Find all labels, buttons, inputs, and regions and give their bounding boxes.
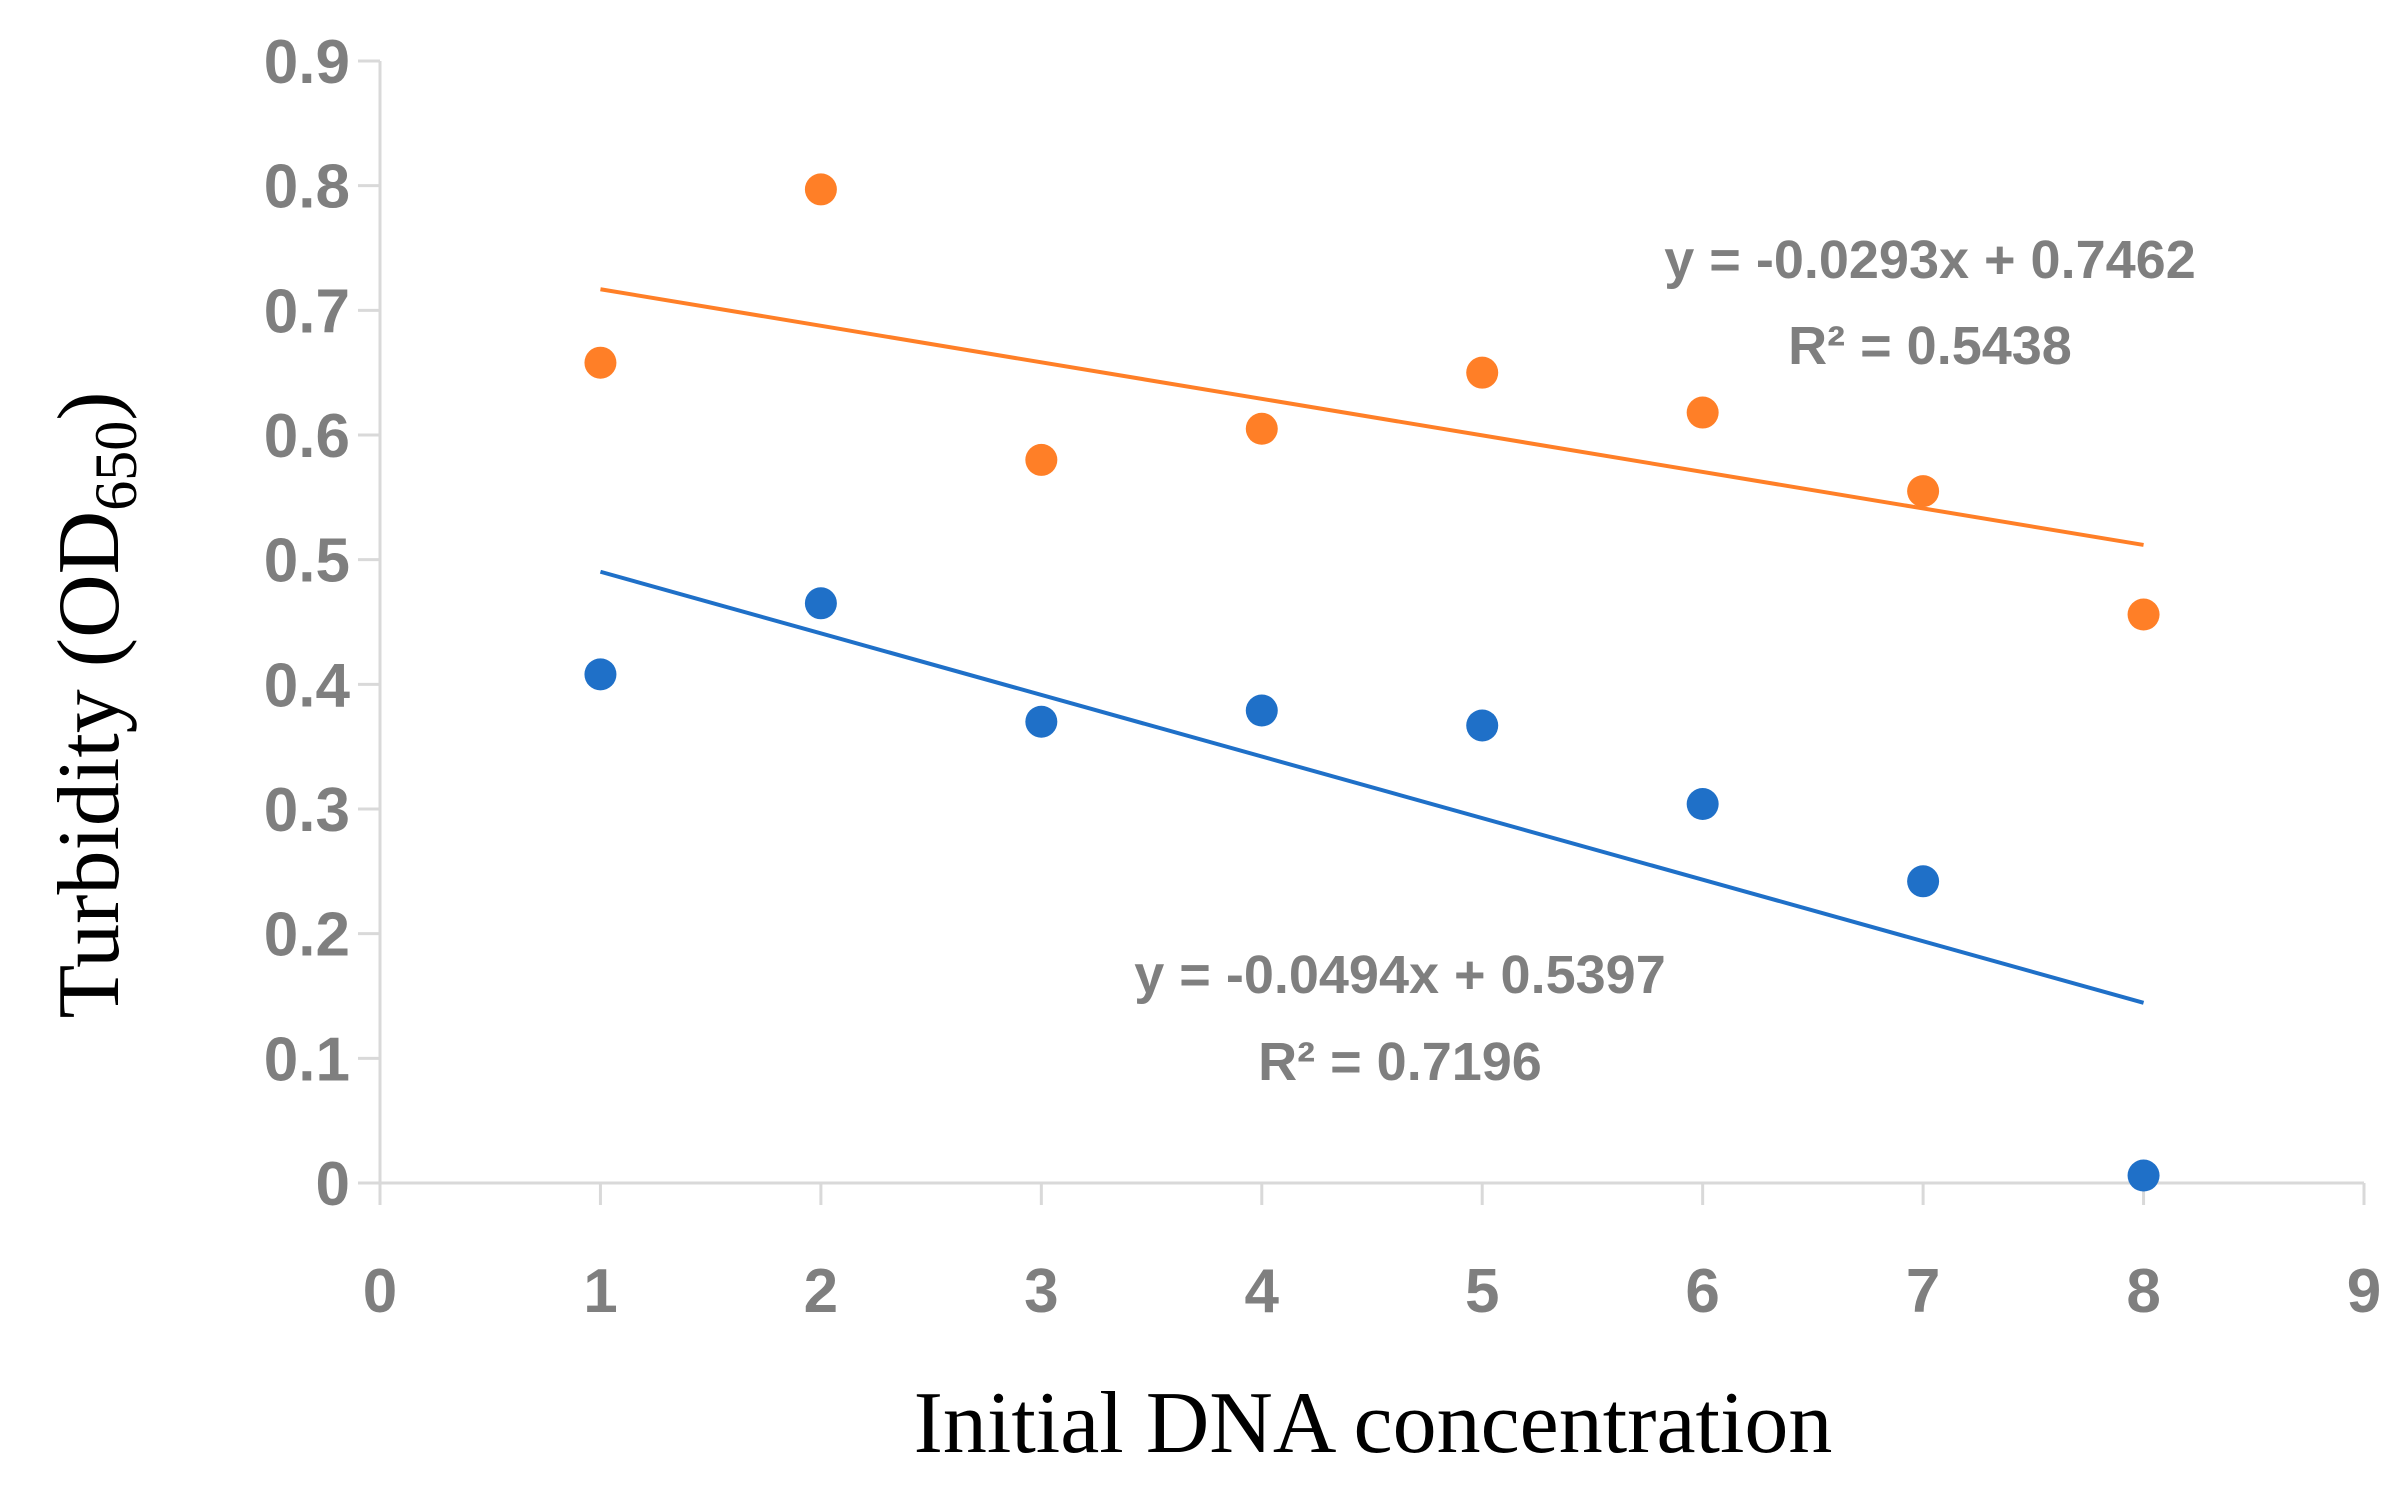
data-point-lower — [584, 658, 617, 691]
data-point-upper — [1025, 443, 1058, 476]
x-tick-label: 0 — [363, 1257, 397, 1326]
data-point-upper — [1907, 475, 1940, 508]
r-squared-upper: R² = 0.5438 — [1788, 316, 2072, 376]
y-tick-label: 0.1 — [264, 1025, 350, 1094]
y-axis-title-main: Turbidity (OD — [41, 511, 138, 1019]
x-tick-label: 5 — [1465, 1257, 1499, 1326]
y-tick-label: 0.8 — [264, 153, 350, 222]
data-point-upper — [1686, 396, 1719, 429]
data-point-lower — [1466, 709, 1499, 742]
equation-annotation-lower: y = -0.0494x + 0.5397 R² = 0.7196 — [1134, 945, 1665, 1092]
data-point-upper — [1245, 412, 1278, 445]
equation-upper: y = -0.0293x + 0.7462 — [1664, 230, 2195, 290]
y-tick-label: 0.6 — [264, 402, 350, 471]
data-point-lower — [1907, 865, 1940, 898]
data-point-upper — [2127, 598, 2160, 631]
x-tick-label: 7 — [1906, 1257, 1940, 1326]
r-squared-lower: R² = 0.7196 — [1258, 1032, 1542, 1092]
equation-annotation-upper: y = -0.0293x + 0.7462 R² = 0.5438 — [1664, 230, 2195, 376]
data-point-lower — [1686, 788, 1719, 821]
y-tick-label: 0.9 — [264, 28, 350, 97]
y-axis-title-close: ) — [41, 391, 138, 420]
data-point-lower — [1025, 705, 1058, 738]
y-axis-title-subscript: 650 — [83, 421, 149, 511]
y-axis-title: Turbidity (OD650) — [41, 391, 149, 1018]
x-ticks: 0 1 2 3 4 5 6 7 8 9 — [363, 1183, 2381, 1326]
y-ticks: 0 0.1 0.2 0.3 0.4 0.5 0.6 0.7 0.8 0.9 — [264, 28, 380, 1219]
data-point-upper — [804, 173, 837, 206]
y-tick-label: 0.5 — [264, 527, 350, 596]
data-point-lower — [804, 587, 837, 620]
x-axis-title: Initial DNA concentration — [914, 1375, 1833, 1472]
y-tick-label: 0.2 — [264, 901, 350, 970]
x-tick-label: 2 — [804, 1257, 838, 1326]
trendline-upper — [600, 287, 2144, 547]
equation-lower: y = -0.0494x + 0.5397 — [1134, 945, 1665, 1005]
y-tick-label: 0 — [316, 1150, 350, 1219]
y-tick-label: 0.7 — [264, 277, 350, 346]
x-tick-label: 3 — [1024, 1257, 1058, 1326]
y-tick-label: 0.3 — [264, 776, 350, 845]
x-tick-label: 6 — [1685, 1257, 1719, 1326]
y-tick-label: 0.4 — [264, 651, 351, 720]
trendlines — [599, 287, 2145, 1005]
x-tick-label: 8 — [2126, 1257, 2160, 1326]
data-point-lower — [2127, 1159, 2160, 1192]
x-tick-label: 4 — [1245, 1257, 1280, 1326]
data-point-upper — [1466, 356, 1499, 389]
x-tick-label: 1 — [583, 1257, 617, 1326]
trendline-lower — [599, 569, 2145, 1005]
data-point-upper — [584, 346, 617, 379]
x-tick-label: 9 — [2347, 1257, 2381, 1326]
axes — [378, 61, 2364, 1185]
data-points — [584, 173, 2160, 1192]
data-point-lower — [1245, 694, 1278, 727]
